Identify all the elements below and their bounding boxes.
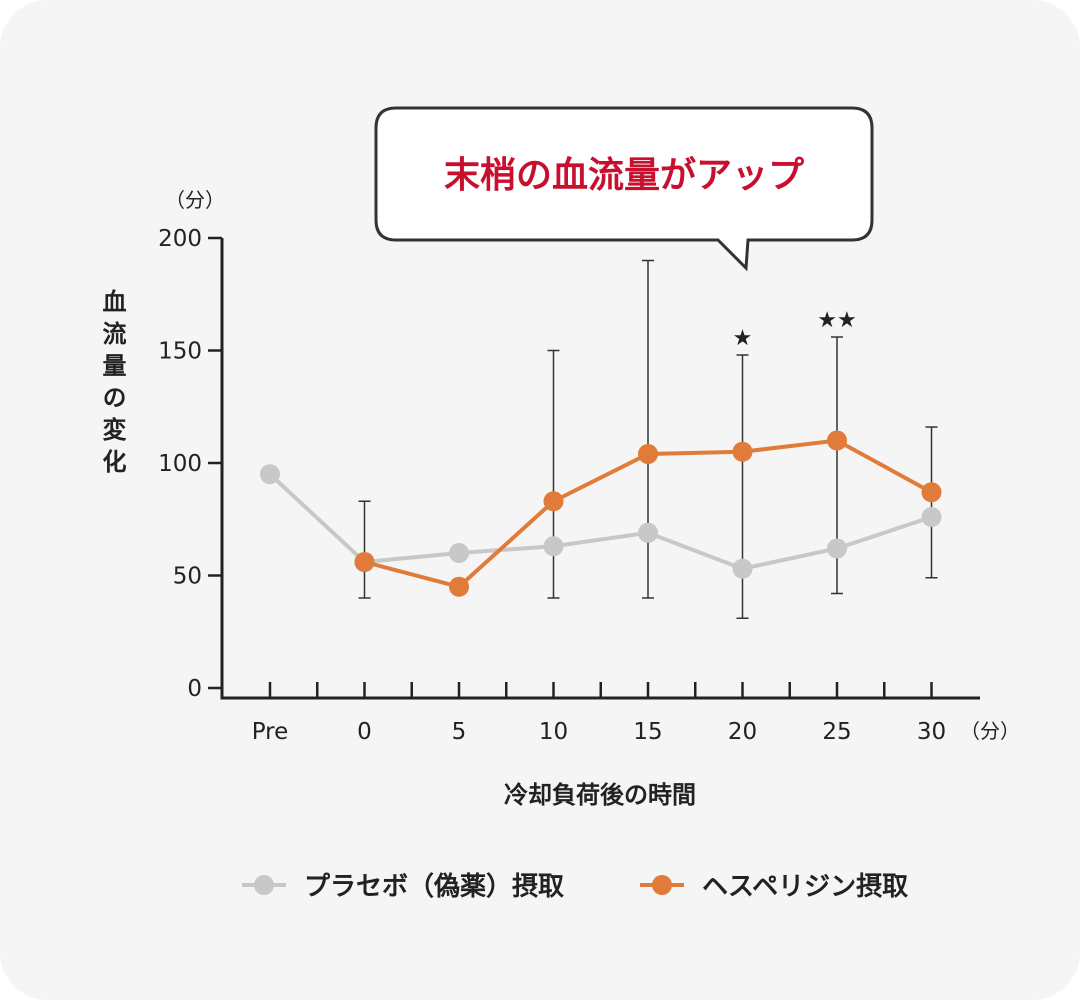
x-tick-label: 20 bbox=[728, 719, 757, 745]
x-tick-label: 5 bbox=[452, 719, 467, 745]
y-axis-unit: （分） bbox=[165, 188, 225, 212]
data-point bbox=[921, 482, 942, 503]
x-axis-title: 冷却負荷後の時間 bbox=[504, 781, 696, 809]
legend-marker bbox=[254, 875, 274, 895]
data-point bbox=[827, 538, 847, 559]
data-point bbox=[449, 543, 469, 563]
x-tick-label: 25 bbox=[822, 719, 851, 745]
x-tick-label: 10 bbox=[539, 719, 568, 745]
data-point bbox=[732, 441, 753, 462]
legend-marker bbox=[652, 875, 672, 895]
significance-star: ★★ bbox=[817, 308, 856, 333]
callout-shape bbox=[374, 106, 874, 272]
legend: プラセボ（偽薬）摂取 ヘスペリジン摂取 bbox=[242, 871, 908, 902]
y-tick-label: 0 bbox=[187, 676, 202, 702]
y-tick-label: 100 bbox=[158, 451, 202, 477]
x-tick-label: 0 bbox=[357, 719, 372, 745]
data-point bbox=[732, 558, 753, 579]
y-tick-label: 200 bbox=[158, 226, 202, 252]
x-tick-label: 15 bbox=[633, 719, 662, 745]
data-point bbox=[638, 522, 658, 543]
y-axis-title: 血流量の変化 bbox=[98, 288, 126, 481]
data-point bbox=[543, 491, 564, 512]
axes: 0 50 100 150 200 Pre 0 5 10 15 20 25 30 bbox=[158, 226, 980, 745]
y-tick-label: 150 bbox=[158, 339, 202, 365]
legend-label: ヘスペリジン摂取 bbox=[702, 871, 908, 902]
data-point bbox=[827, 430, 847, 451]
data-point bbox=[449, 576, 469, 597]
series-lines bbox=[260, 430, 942, 597]
callout-text: 末梢の血流量がアップ bbox=[444, 155, 804, 196]
data-point bbox=[543, 536, 564, 557]
legend-label: プラセボ（偽薬）摂取 bbox=[304, 871, 564, 902]
data-point bbox=[354, 552, 375, 572]
significance-marks: ★★★ bbox=[733, 308, 857, 351]
data-point bbox=[921, 507, 942, 527]
x-axis-unit: （分） bbox=[960, 719, 1020, 743]
x-tick-label: 30 bbox=[917, 719, 946, 745]
x-tick-label: Pre bbox=[252, 719, 289, 745]
callout-bubble: 末梢の血流量がアップ bbox=[374, 106, 874, 272]
data-point bbox=[260, 464, 280, 485]
data-point bbox=[638, 444, 658, 464]
significance-star: ★ bbox=[733, 326, 753, 351]
series-line-1 bbox=[268, 472, 933, 571]
y-tick-label: 50 bbox=[173, 564, 202, 590]
